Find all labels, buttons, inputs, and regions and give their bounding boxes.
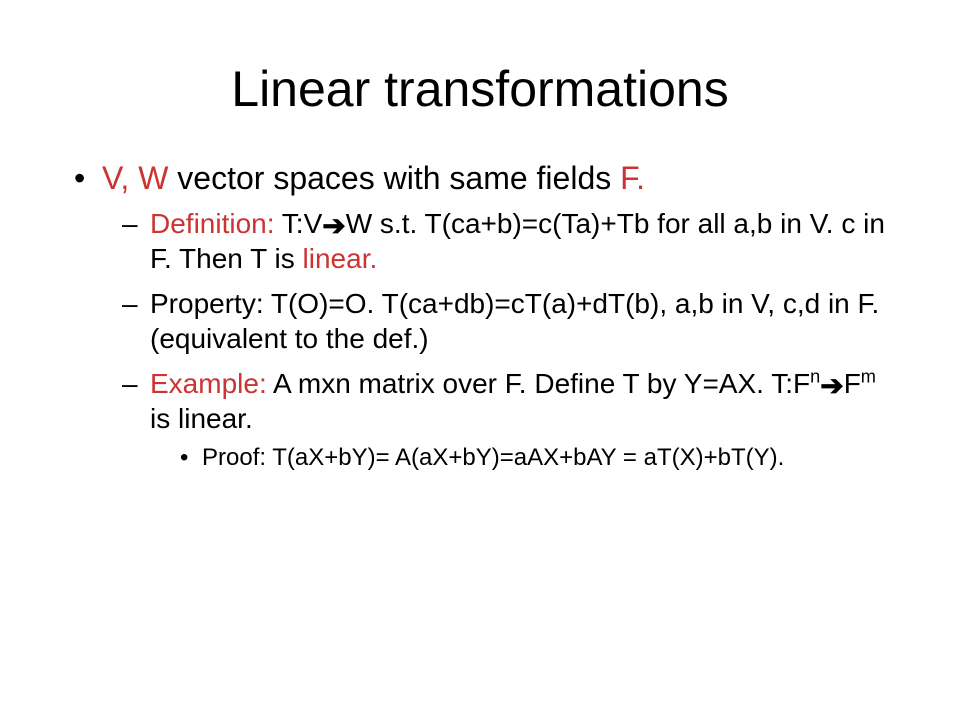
bullet-1-3-text-c: is linear. [150,403,253,434]
bullet-1-3-1: Proof: T(aX+bY)= A(aX+bY)=aAX+bAY = aT(X… [178,442,890,473]
bullet-1-3-label: Example: [150,368,267,399]
bullet-1-accent-a: V, W [102,160,168,196]
bullet-list-level1: V, W vector spaces with same fields F. D… [70,158,890,473]
bullet-1-1-accent: linear. [303,243,378,274]
superscript-m: m [861,367,876,387]
arrow-icon: ➔ [322,208,345,243]
slide-title: Linear transformations [70,60,890,118]
bullet-1-3-1-text: Proof: T(aX+bY)= A(aX+bY)=aAX+bAY = aT(X… [202,444,784,471]
bullet-1-3-text-b: F [844,368,861,399]
superscript-n: n [810,367,820,387]
bullet-list-level2: Definition: T:V➔W s.t. T(ca+b)=c(Ta)+Tb … [102,206,890,473]
bullet-1-1-text-a: T:V [275,208,323,239]
arrow-icon: ➔ [820,368,843,403]
bullet-1-2-text: Property: T(O)=O. T(ca+db)=cT(a)+dT(b), … [150,288,879,354]
slide: Linear transformations V, W vector space… [0,0,960,720]
bullet-1-3-text-a: A mxn matrix over F. Define T by Y=AX. T… [267,368,810,399]
bullet-1-3: Example: A mxn matrix over F. Define T b… [120,366,890,473]
bullet-1: V, W vector spaces with same fields F. D… [70,158,890,473]
bullet-1-accent-b: F. [620,160,645,196]
bullet-1-2: Property: T(O)=O. T(ca+db)=cT(a)+dT(b), … [120,286,890,356]
bullet-1-1: Definition: T:V➔W s.t. T(ca+b)=c(Ta)+Tb … [120,206,890,276]
bullet-list-level3: Proof: T(aX+bY)= A(aX+bY)=aAX+bAY = aT(X… [150,442,890,473]
bullet-1-text: vector spaces with same fields [168,160,620,196]
bullet-1-1-label: Definition: [150,208,275,239]
